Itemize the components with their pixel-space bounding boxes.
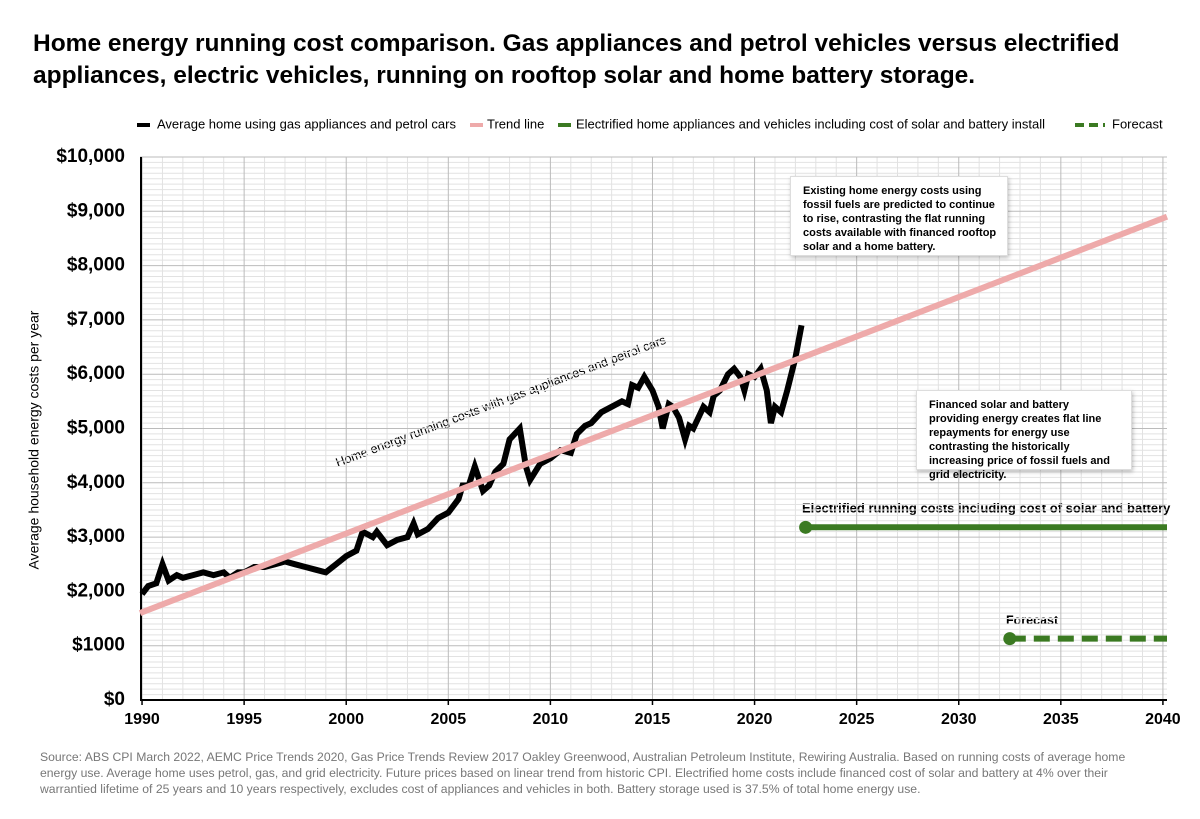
x-tick-label: 1990	[124, 711, 160, 728]
y-axis-label: Average household energy costs per year	[26, 310, 42, 569]
x-tick-label: 2025	[839, 711, 875, 728]
y-tick-label: $0	[104, 689, 125, 710]
x-tick-label: 2040	[1145, 711, 1181, 728]
annotation-box: Financed solar and battery providing ene…	[916, 390, 1132, 481]
x-tick-label: 2010	[533, 711, 569, 728]
y-tick-label: $3,000	[67, 526, 125, 547]
y-tick-label: $9,000	[67, 200, 125, 221]
series-marker	[799, 520, 813, 534]
x-tick-label: 2000	[328, 711, 364, 728]
legend-label: Electrified home appliances and vehicles…	[576, 116, 1045, 131]
y-tick-label: $5,000	[67, 418, 125, 439]
legend-label: Trend line	[487, 116, 544, 131]
x-tick-label: 2015	[635, 711, 671, 728]
y-tick-label: $8,000	[67, 255, 125, 276]
x-tick-label: 2030	[941, 711, 977, 728]
x-tick-label: 2005	[431, 711, 467, 728]
annotation-box: Existing home energy costs using fossil …	[790, 176, 1008, 256]
y-tick-label: $10,000	[56, 146, 125, 167]
x-tick-label: 1995	[226, 711, 262, 728]
annotation: Electrified running costs including cost…	[802, 500, 1171, 515]
x-tick-label: 2035	[1043, 711, 1079, 728]
legend-label: Forecast	[1112, 116, 1163, 131]
legend-label: Average home using gas appliances and pe…	[157, 116, 456, 131]
series-line	[138, 213, 1169, 616]
y-tick-label: $6,000	[67, 363, 125, 384]
y-tick-label: $7,000	[67, 309, 125, 330]
source-note: Source: ABS CPI March 2022, AEMC Price T…	[40, 750, 1126, 796]
y-tick-label: $4,000	[67, 472, 125, 493]
x-tick-label: 2020	[737, 711, 773, 728]
chart-title: Home energy running cost comparison. Gas…	[33, 30, 1120, 89]
series-marker	[1003, 632, 1017, 646]
annotation: Forecast	[1006, 613, 1059, 627]
y-tick-label: $2,000	[67, 580, 125, 601]
y-tick-label: $1000	[72, 635, 125, 656]
